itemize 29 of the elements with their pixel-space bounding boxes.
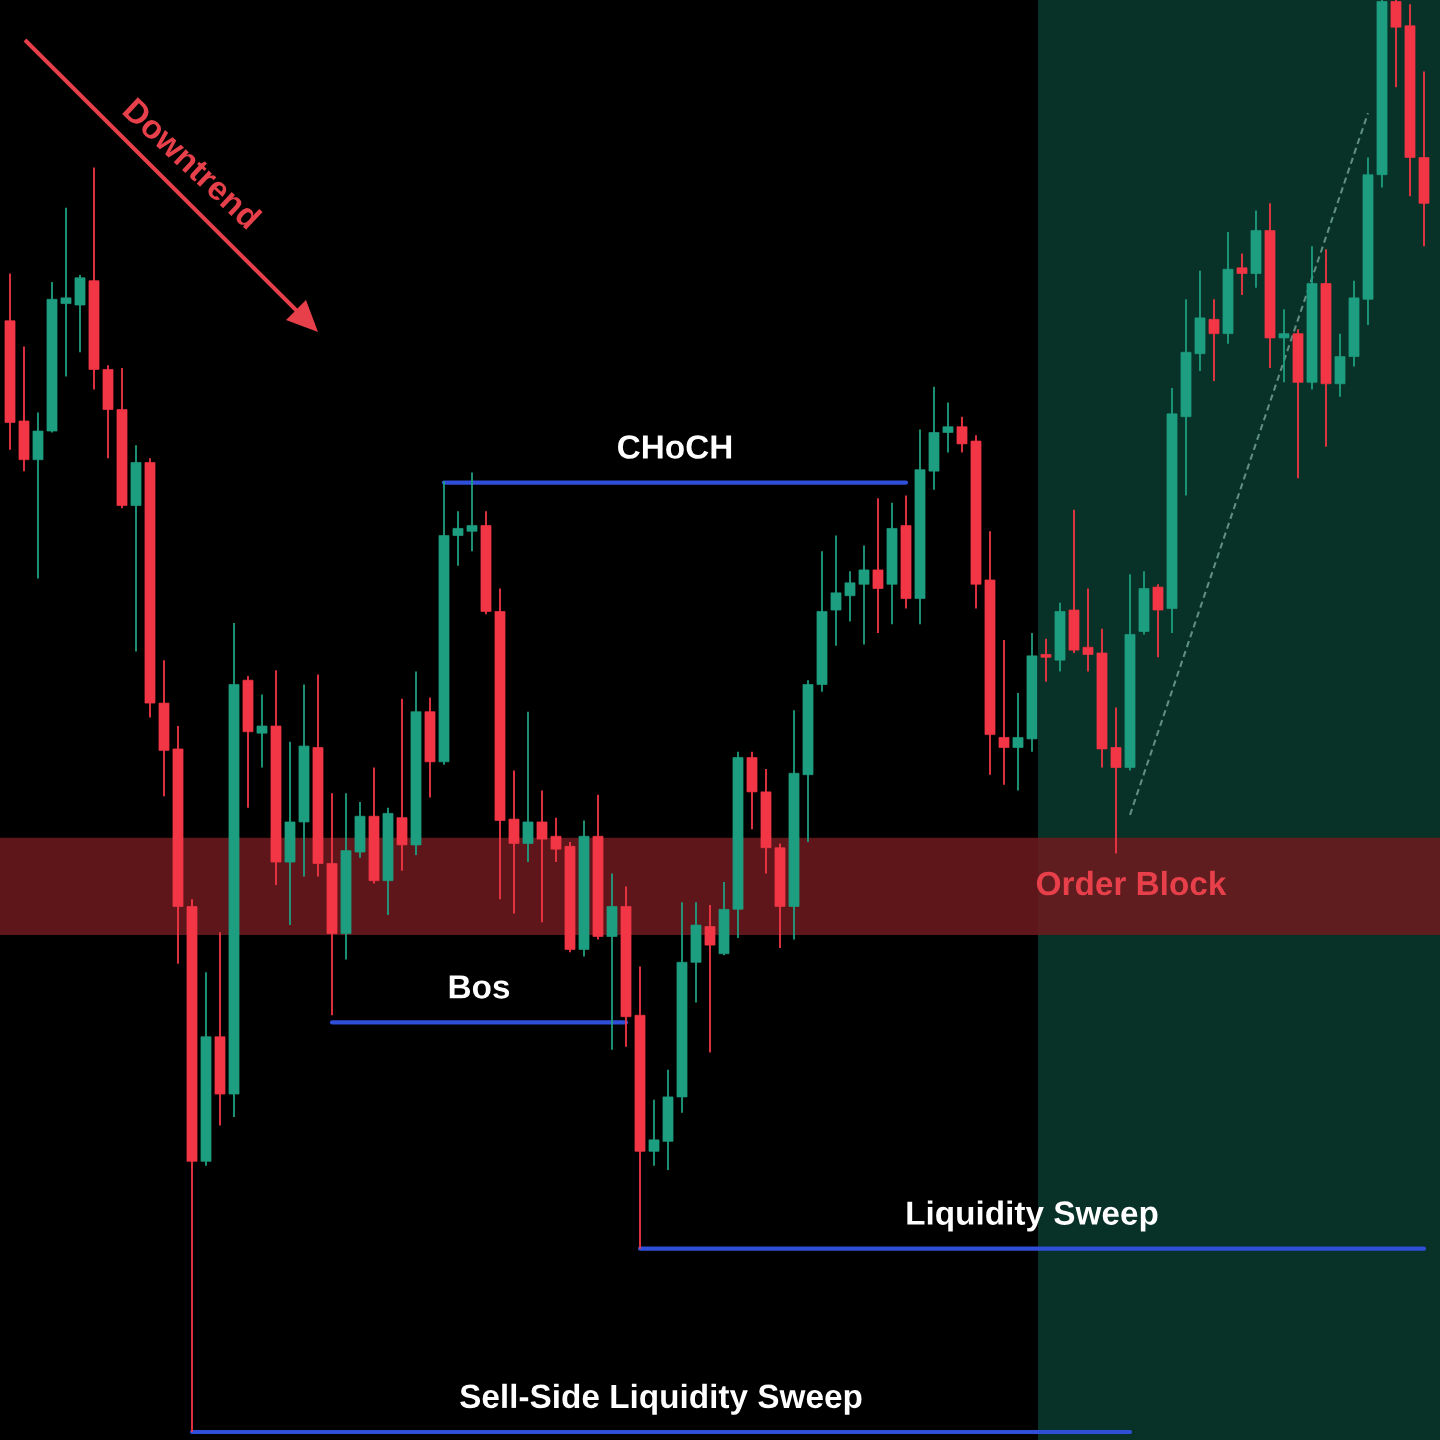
band-label: Order Block	[1036, 870, 1227, 896]
series-label: Sell-Side Liquidity Sweep	[460, 1383, 862, 1415]
series-label: CHoCH	[618, 435, 732, 459]
candlestick	[844, 570, 856, 623]
candlestick	[704, 904, 716, 1054]
candlestick	[830, 534, 842, 647]
candlestick	[956, 415, 968, 454]
candlestick	[452, 510, 464, 567]
candlestick	[466, 471, 478, 553]
candlestick	[522, 710, 534, 863]
series-label: Liquidity Sweep	[907, 1200, 1158, 1232]
candlestick	[1278, 308, 1290, 384]
candlestick	[858, 544, 870, 646]
candlestick	[536, 789, 548, 924]
candlestick	[1040, 637, 1052, 683]
candlestick	[550, 816, 562, 863]
candlestick	[998, 639, 1010, 786]
candlestick	[942, 401, 954, 454]
candlestick	[1208, 298, 1220, 382]
candlestick	[1236, 252, 1248, 296]
series-label: Bos	[449, 975, 510, 999]
candlestick	[1082, 587, 1094, 673]
candlestick	[60, 206, 72, 378]
candlestick	[1110, 706, 1122, 855]
candlestick	[872, 497, 884, 634]
candlestick	[1012, 692, 1024, 792]
candlestick	[1152, 583, 1164, 659]
candlestick	[256, 693, 268, 769]
candlestick	[648, 1098, 660, 1167]
